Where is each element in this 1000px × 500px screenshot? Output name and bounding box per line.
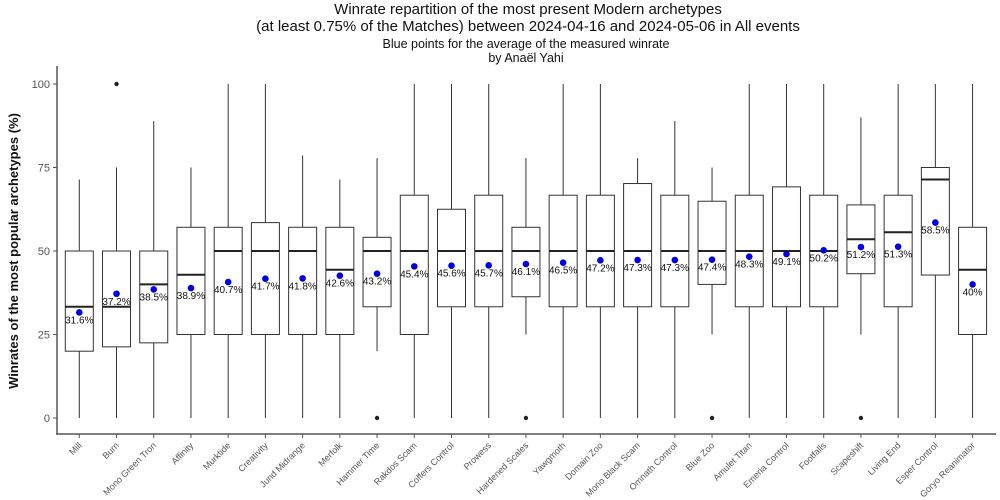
mean-label: 47.3% [623, 263, 651, 274]
mean-label: 47.3% [661, 263, 689, 274]
mean-label: 40% [963, 287, 983, 298]
iqr-box [883, 194, 913, 308]
iqr-box [623, 183, 653, 308]
iqr-box [64, 250, 94, 352]
mean-point [522, 260, 530, 268]
outlier-point [374, 415, 380, 421]
mean-point [187, 284, 195, 292]
outlier-point [523, 415, 529, 421]
chart-title-line-1: Winrate repartition of the most present … [334, 1, 722, 18]
iqr-box [697, 200, 727, 285]
y-tick-label: 0 [44, 413, 50, 425]
mean-label: 58.5% [921, 226, 949, 237]
mean-label: 37.2% [102, 297, 130, 308]
iqr-box [325, 226, 355, 335]
mean-point [113, 290, 120, 298]
x-tick-label: Mill [67, 440, 84, 457]
mean-point [857, 243, 865, 251]
chart-subtitle-line-1: Blue points for the average of the measu… [383, 37, 670, 51]
x-tick-label: Living End [866, 440, 903, 477]
iqr-box [437, 208, 466, 308]
y-tick-label: 75 [38, 163, 50, 175]
y-tick-label: 50 [38, 246, 50, 258]
iqr-box [176, 226, 206, 335]
x-tick-label: Yawgmoth [531, 440, 568, 477]
y-axis-label: Winrates of the most popular archetypes … [6, 113, 21, 389]
mean-label: 41.8% [288, 281, 316, 292]
x-tick-label: Murktide [201, 440, 232, 471]
x-tick-label: Blue Zoo [684, 440, 717, 473]
x-tick-label: Prowess [462, 440, 494, 472]
mean-point [485, 262, 493, 269]
mean-point [299, 275, 306, 282]
mean-point [894, 243, 902, 250]
iqr-box [139, 250, 169, 344]
mean-label: 45.6% [437, 269, 465, 280]
mean-point [634, 256, 641, 264]
x-tick-label: Footfalls [797, 440, 828, 471]
mean-point [336, 272, 344, 280]
mean-label: 45.7% [475, 268, 503, 279]
mean-label: 49.1% [772, 257, 800, 268]
mean-label: 50.2% [810, 253, 838, 264]
mean-label: 31.6% [65, 315, 93, 326]
mean-point [745, 253, 753, 260]
iqr-box [102, 250, 132, 348]
mean-point [150, 286, 158, 293]
mean-label: 38.9% [177, 291, 205, 302]
mean-point [76, 309, 83, 316]
outlier-point [858, 415, 864, 421]
mean-point [671, 256, 679, 264]
mean-label: 46.5% [549, 266, 577, 277]
outlier-point [709, 415, 715, 421]
chart-subtitle-line-2: by Anaël Yahi [488, 51, 563, 65]
mean-point [410, 263, 418, 270]
x-tick-label: Merfolk [316, 440, 344, 468]
mean-point [262, 275, 269, 283]
y-tick-label: 25 [38, 330, 50, 342]
mean-label: 45.4% [400, 269, 428, 280]
mean-label: 38.5% [140, 292, 168, 303]
mean-label: 43.2% [363, 277, 391, 288]
mean-label: 42.6% [326, 279, 354, 290]
mean-point [969, 281, 976, 288]
mean-point [559, 259, 567, 266]
mean-point [783, 250, 790, 258]
iqr-box [771, 186, 801, 308]
chart-title-line-2: (at least 0.75% of the Matches) between … [256, 18, 800, 35]
x-tick-label: Affinity [169, 440, 195, 466]
x-tick-label: Scapeshift [829, 440, 866, 477]
outlier-point [114, 81, 119, 87]
mean-label: 41.7% [251, 282, 279, 293]
mean-label: 47.4% [698, 263, 726, 274]
mean-point [448, 262, 455, 269]
x-tick-label: Creativity [236, 440, 270, 474]
y-tick-label: 100 [32, 79, 50, 91]
mean-label: 51.2% [847, 250, 875, 261]
mean-label: 48.3% [735, 260, 763, 271]
mean-point [932, 219, 939, 226]
x-tick-label: Burn [100, 440, 121, 461]
mean-point [597, 257, 604, 264]
mean-label: 47.2% [586, 263, 614, 274]
mean-label: 46.1% [512, 267, 540, 278]
mean-label: 51.3% [884, 250, 912, 261]
mean-label: 40.7% [214, 285, 242, 296]
mean-point [224, 278, 232, 286]
mean-point [820, 247, 827, 254]
mean-point [708, 256, 716, 263]
iqr-box [958, 226, 988, 335]
mean-point [373, 270, 381, 278]
